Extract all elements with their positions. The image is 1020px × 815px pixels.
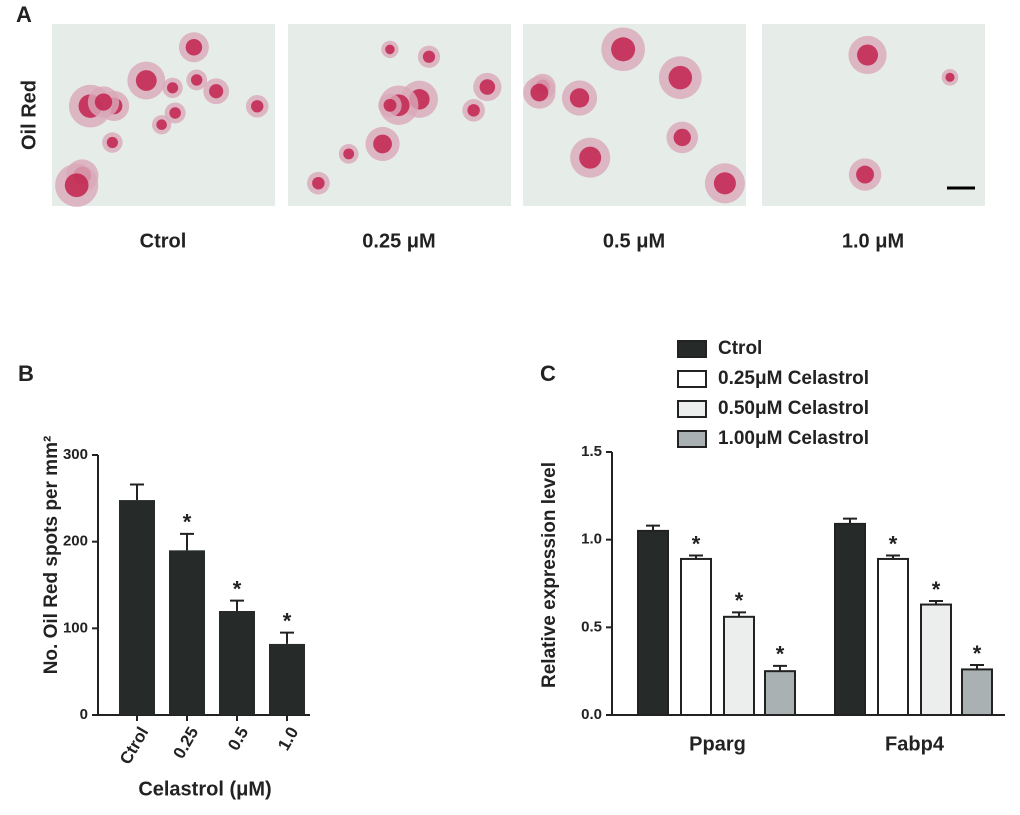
caption: 0.25 μM <box>362 230 435 252</box>
lipid-droplet <box>312 176 325 190</box>
error-bar <box>130 483 144 501</box>
y-axis-label: Relative expression level <box>539 462 560 688</box>
x-tick-label: 0.5 <box>224 724 252 754</box>
lipid-droplet <box>156 119 167 131</box>
lipid-droplet <box>106 136 118 149</box>
lipid-droplet <box>169 107 181 119</box>
lipid-droplet <box>373 134 392 154</box>
x-axis-label: Celastrol (μM) <box>138 778 271 800</box>
legend-label: 0.50μM Celastrol <box>718 398 869 419</box>
caption: Ctrol <box>140 230 187 252</box>
x-tick-label: 1.0 <box>274 724 302 754</box>
legend-swatch <box>677 400 707 418</box>
lipid-droplet <box>530 83 549 102</box>
panel-label: C <box>540 361 556 386</box>
lipid-droplet <box>945 72 955 82</box>
legend-label: 1.00μM Celastrol <box>718 428 869 449</box>
bar <box>219 611 255 715</box>
y-tick-label: 0.0 <box>581 706 602 723</box>
panel-label: A <box>16 2 32 27</box>
lipid-droplet <box>713 172 736 195</box>
caption: 0.5 μM <box>603 230 665 252</box>
lipid-droplet <box>857 44 879 66</box>
bar <box>723 615 755 717</box>
lipid-droplet <box>94 93 113 111</box>
bar <box>269 643 305 715</box>
lipid-droplet <box>190 74 203 86</box>
significance-marker: * <box>692 531 701 556</box>
lipid-droplet <box>64 173 89 198</box>
bar <box>680 557 712 716</box>
bar <box>637 529 669 717</box>
y-tick-label: 300 <box>63 446 88 463</box>
lipid-droplet <box>251 100 264 113</box>
lipid-droplet <box>185 39 203 56</box>
lipid-droplet <box>673 128 691 147</box>
error-bar <box>180 532 194 551</box>
error-bar <box>230 599 244 611</box>
x-tick-label: Fabp4 <box>885 733 945 755</box>
lipid-droplet <box>166 82 179 94</box>
legend-swatch <box>677 340 707 358</box>
significance-marker: * <box>889 531 898 556</box>
y-tick-label: 0 <box>80 706 88 723</box>
bar <box>920 603 952 716</box>
bar <box>169 550 205 715</box>
y-axis-label: No. Oil Red spots per mm² <box>41 436 62 675</box>
x-tick-label: Ctrol <box>116 724 152 768</box>
row-label: Oil Red <box>18 80 40 150</box>
lipid-droplet <box>209 84 224 99</box>
significance-marker: * <box>735 588 744 613</box>
legend-label: Ctrol <box>718 338 762 359</box>
bar <box>961 668 993 716</box>
lipid-droplet <box>467 104 480 117</box>
bar <box>764 670 796 717</box>
bar <box>877 557 909 716</box>
lipid-droplet <box>422 50 436 63</box>
x-tick-label: Pparg <box>689 733 746 755</box>
legend-swatch <box>677 370 707 388</box>
lipid-droplet <box>479 79 496 95</box>
significance-marker: * <box>183 510 192 535</box>
lipid-droplet <box>611 37 636 62</box>
significance-marker: * <box>283 608 292 633</box>
bar <box>834 522 866 716</box>
caption: 1.0 μM <box>842 230 904 252</box>
lipid-droplet <box>856 165 874 184</box>
y-tick-label: 0.5 <box>581 618 602 635</box>
significance-marker: * <box>932 577 941 602</box>
lipid-droplet <box>385 44 395 55</box>
significance-marker: * <box>233 576 242 601</box>
y-tick-label: 1.0 <box>581 531 602 548</box>
lipid-droplet <box>579 146 602 169</box>
x-tick-label: 0.25 <box>169 724 202 762</box>
lipid-droplet <box>135 70 157 91</box>
lipid-droplet <box>569 88 590 108</box>
y-tick-label: 200 <box>63 533 88 550</box>
panel-label: B <box>18 361 34 386</box>
bar <box>119 500 155 715</box>
lipid-droplet <box>343 148 355 160</box>
legend-label: 0.25μM Celastrol <box>718 368 869 389</box>
y-tick-label: 100 <box>63 619 88 636</box>
lipid-droplet <box>668 65 693 90</box>
significance-marker: * <box>776 642 785 667</box>
lipid-droplet <box>383 98 397 112</box>
error-bar <box>280 631 294 644</box>
legend-swatch <box>677 430 707 448</box>
significance-marker: * <box>973 641 982 666</box>
y-tick-label: 1.5 <box>581 443 602 460</box>
